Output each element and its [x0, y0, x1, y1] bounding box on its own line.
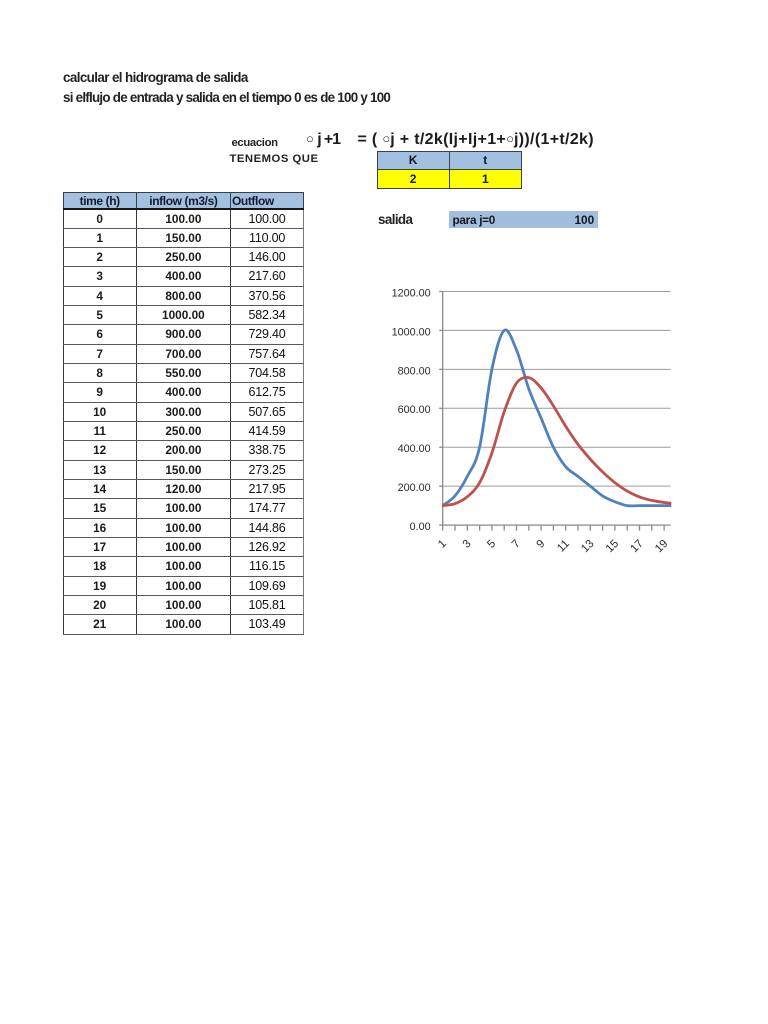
svg-text:17: 17	[628, 538, 645, 555]
svg-text:15: 15	[604, 538, 621, 555]
svg-text:800.00: 800.00	[398, 365, 431, 377]
svg-text:600.00: 600.00	[398, 404, 431, 416]
svg-text:11: 11	[555, 538, 572, 555]
svg-text:1200.00: 1200.00	[392, 287, 431, 299]
svg-text:19: 19	[653, 538, 670, 555]
svg-text:0.00: 0.00	[410, 521, 431, 533]
svg-text:200.00: 200.00	[398, 482, 431, 494]
svg-text:9: 9	[534, 538, 547, 551]
svg-text:13: 13	[579, 538, 596, 555]
svg-text:1000.00: 1000.00	[392, 326, 431, 338]
svg-text:3: 3	[461, 538, 474, 551]
svg-text:5: 5	[485, 538, 498, 551]
svg-text:7: 7	[510, 538, 523, 551]
svg-text:1: 1	[436, 538, 449, 551]
svg-text:400.00: 400.00	[398, 443, 431, 455]
